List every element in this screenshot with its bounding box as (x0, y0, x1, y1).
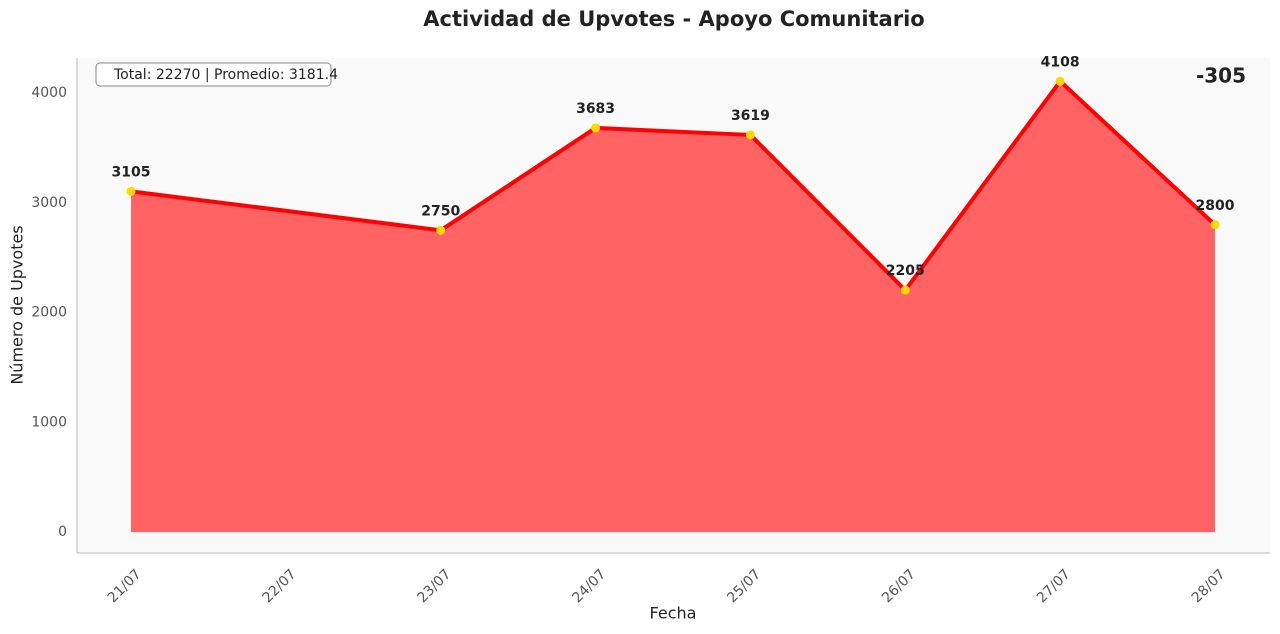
value-label: 2800 (1196, 198, 1235, 214)
x-axis-label: Fecha (650, 604, 697, 623)
y-tick-label: 2000 (31, 305, 67, 321)
value-label: 3105 (112, 164, 151, 180)
value-label: 2205 (886, 263, 925, 279)
y-tick-label: 1000 (31, 414, 67, 430)
marker (745, 130, 755, 140)
x-tick-label: 25/07 (724, 566, 764, 606)
value-label: 3619 (731, 108, 770, 124)
area-fill (131, 81, 1215, 533)
summary-box (95, 62, 332, 87)
x-tick-label: 24/07 (569, 566, 609, 606)
chart-title: Actividad de Upvotes - Apoyo Comunitario (423, 7, 924, 31)
marker (900, 285, 910, 295)
x-tick-label: 22/07 (260, 566, 300, 606)
marker (591, 123, 601, 133)
x-tick-label: 28/07 (1189, 566, 1229, 606)
marker (1055, 76, 1065, 86)
x-tick-label: 21/07 (105, 566, 145, 606)
change-annotation: -305 (1196, 64, 1246, 88)
summary-annotation: Total: 22270 | Promedio: 3181.4 (113, 67, 338, 83)
y-axis-label: Número de Upvotes (8, 225, 27, 384)
y-tick-label: 0 (58, 524, 67, 540)
value-label: 2750 (421, 203, 460, 219)
y-tick-label: 3000 (31, 195, 67, 211)
value-label: 3683 (576, 101, 615, 117)
x-tick-label: 26/07 (879, 566, 919, 606)
marker (126, 186, 136, 196)
marker (436, 225, 446, 235)
x-tick-label: 27/07 (1034, 566, 1074, 606)
marker (1210, 220, 1220, 230)
x-tick-label: 23/07 (415, 566, 455, 606)
value-label: 4108 (1041, 54, 1080, 70)
y-tick-label: 4000 (31, 85, 67, 101)
